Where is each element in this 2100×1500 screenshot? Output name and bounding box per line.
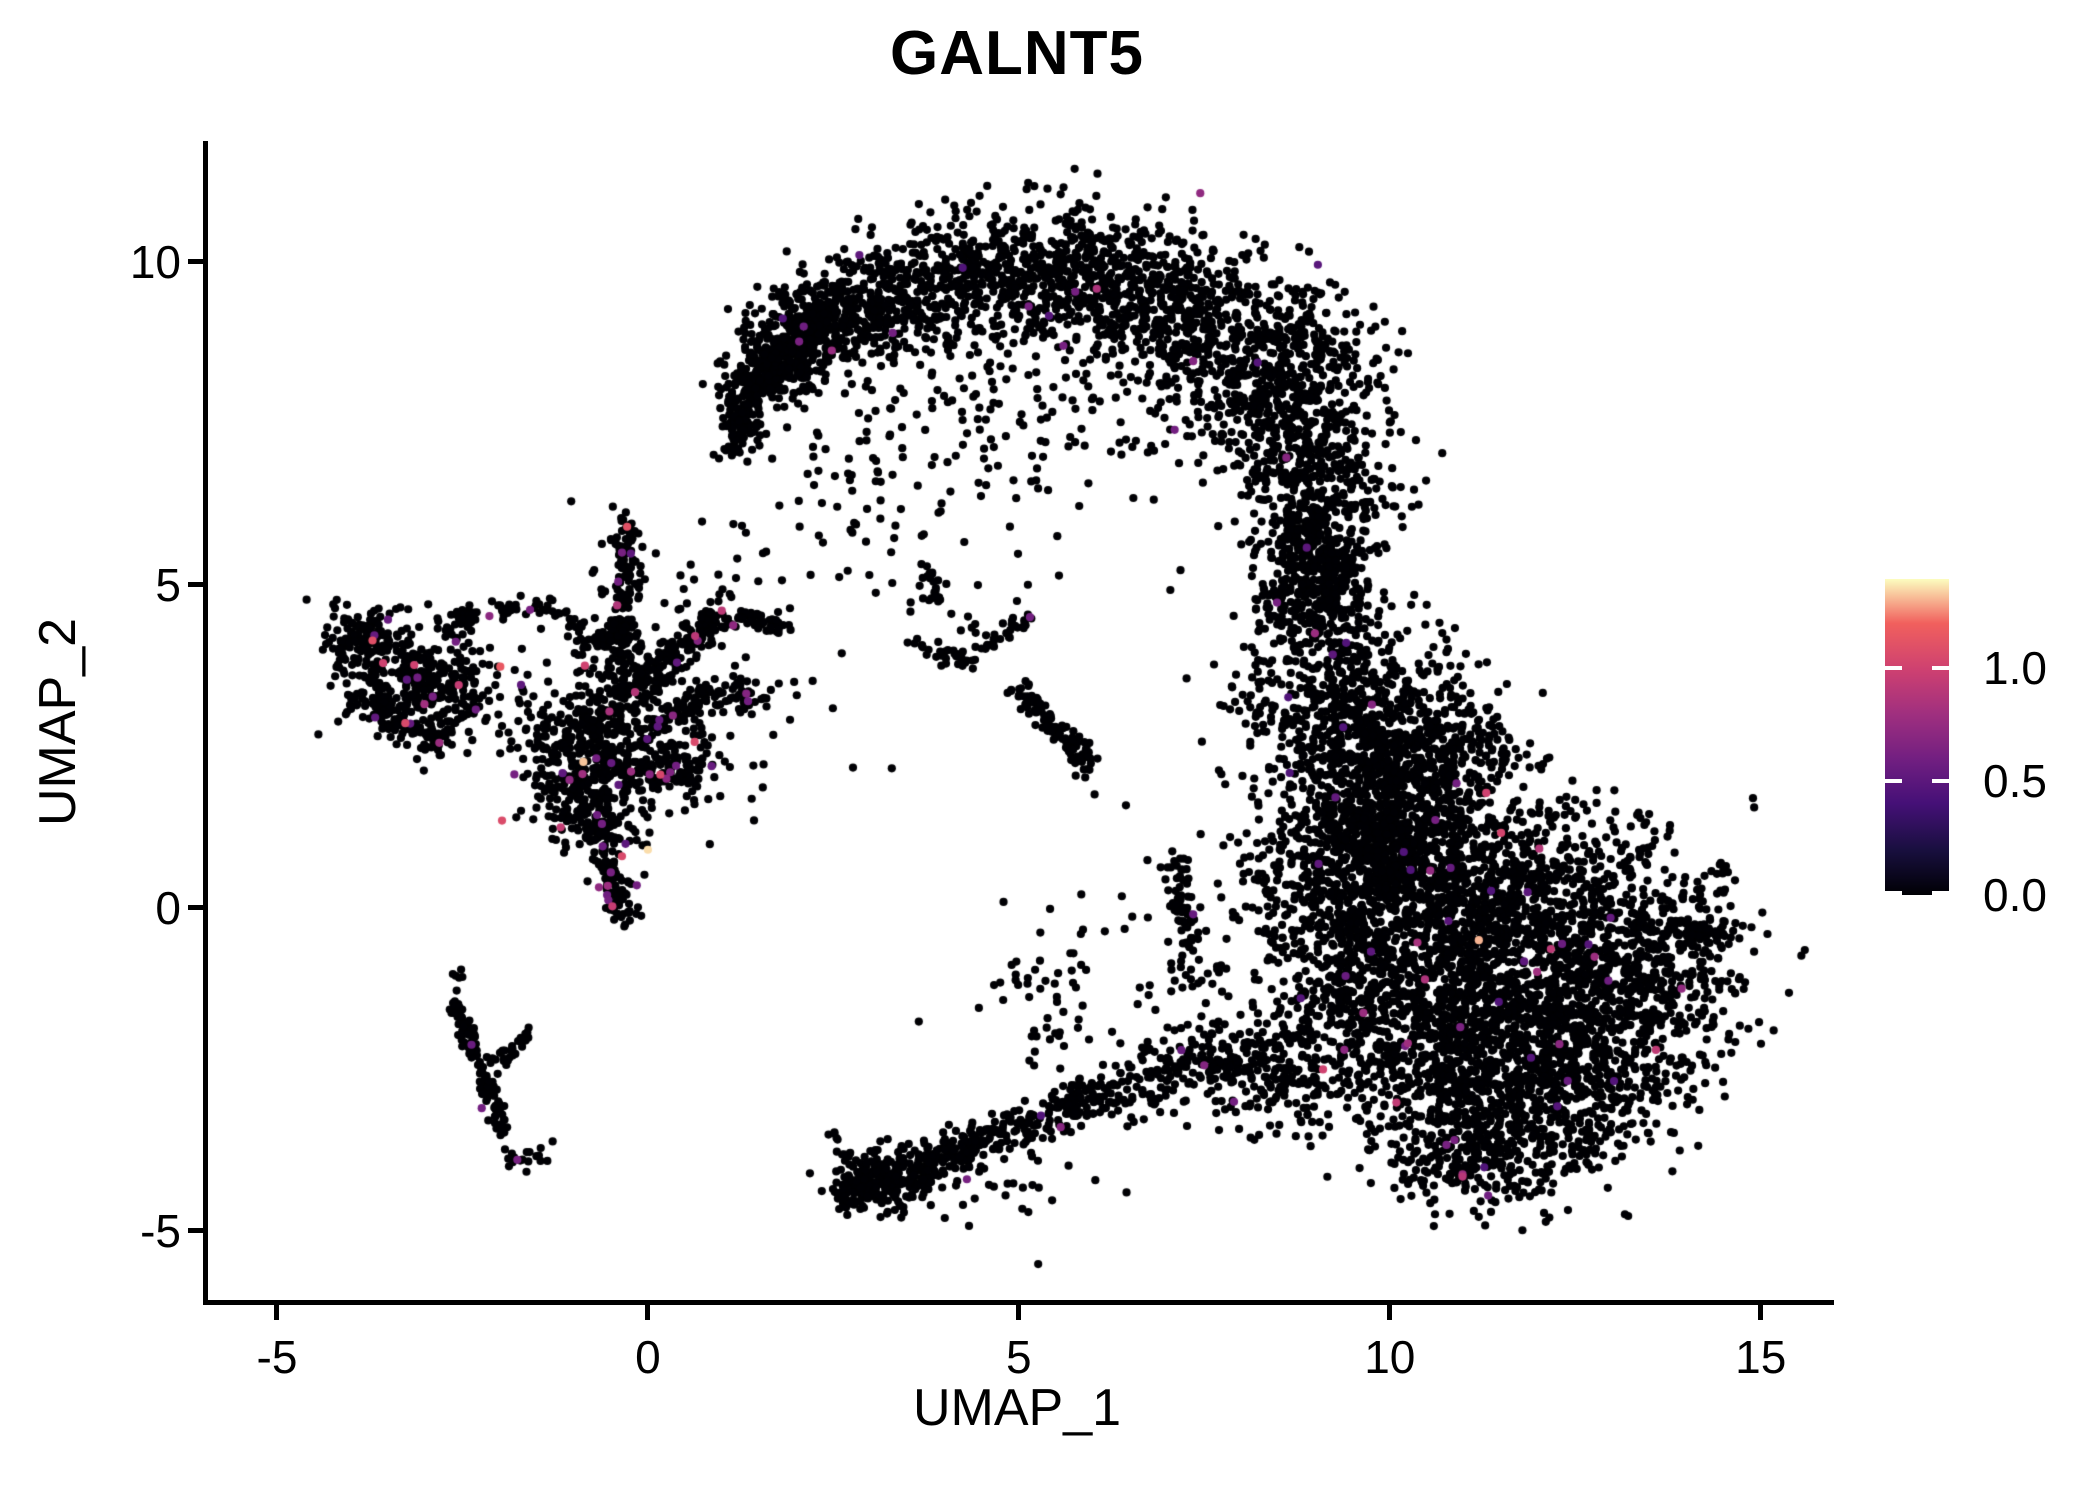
y-tick-mark [188, 259, 203, 265]
y-tick-label: -5 [140, 1204, 181, 1257]
colorbar-tick-label: 0.5 [1983, 755, 2047, 808]
colorbar-gradient [1885, 579, 1949, 895]
colorbar-tick-mark [1932, 891, 1949, 895]
y-tick-label: 10 [129, 235, 181, 288]
x-tick-label: 5 [1006, 1331, 1032, 1383]
x-axis-title: UMAP_1 [912, 1379, 1122, 1437]
x-tick-mark [1758, 1305, 1764, 1320]
x-tick-label: -5 [256, 1331, 298, 1383]
x-tick-mark [1387, 1305, 1393, 1320]
y-tick-label: 5 [155, 558, 181, 611]
plot-title: GALNT5 [890, 19, 1144, 88]
x-tick-mark [645, 1305, 651, 1320]
x-tick-mark [1016, 1305, 1022, 1320]
colorbar-tick-label: 0.0 [1983, 869, 2047, 921]
colorbar-tick-mark [1885, 779, 1902, 784]
x-tick-mark [274, 1305, 280, 1320]
colorbar-tick-mark [1932, 779, 1949, 784]
colorbar-tick-label: 1.0 [1983, 641, 2047, 694]
y-axis-title: UMAP_2 [29, 617, 87, 827]
colorbar-tick-mark [1932, 665, 1949, 670]
x-tick-label: 0 [635, 1331, 661, 1383]
x-tick-label: 10 [1364, 1331, 1416, 1383]
y-tick-mark [188, 1228, 203, 1234]
x-tick-label: 15 [1735, 1331, 1787, 1383]
colorbar-tick-mark [1885, 891, 1902, 895]
y-tick-mark [188, 582, 203, 588]
y-tick-label: 0 [155, 881, 181, 934]
x-axis-line [203, 1300, 1834, 1305]
y-tick-mark [188, 905, 203, 911]
y-axis-line [203, 141, 208, 1305]
colorbar-tick-mark [1885, 665, 1902, 670]
